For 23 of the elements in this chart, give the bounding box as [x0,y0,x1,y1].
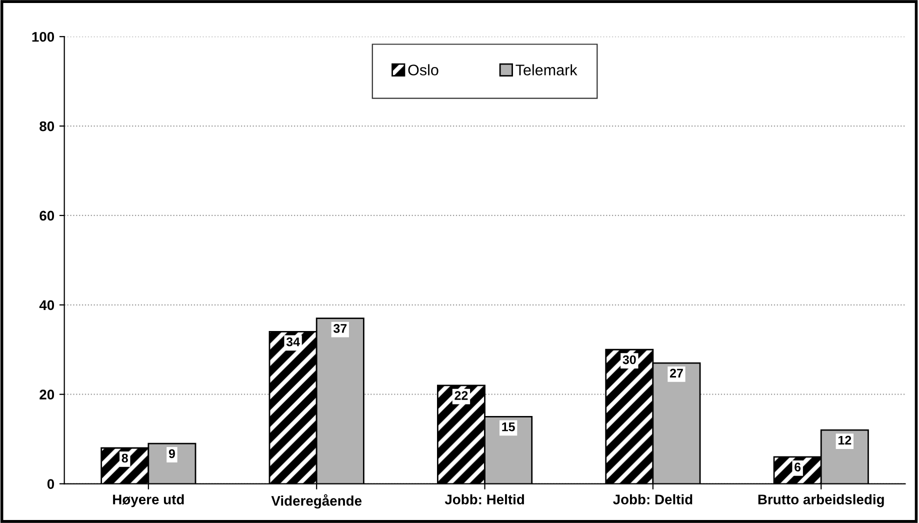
data-label: 12 [838,436,852,445]
x-tick-label: Jobb: Deltid [613,494,692,504]
y-tick-label: 20 [40,390,54,400]
y-tick-label: 100 [32,32,54,42]
x-tick-label: Høyere utd [113,494,184,508]
data-label: 30 [622,355,636,364]
x-tick-label: Jobb: Heltid [444,494,524,504]
y-tick-label: 60 [40,210,54,221]
y-tick-label: 40 [39,300,54,310]
data-label: 27 [670,368,683,378]
x-tick-label: Videregående [271,494,362,509]
data-label: 37 [333,324,347,333]
data-label: 9 [168,449,175,458]
data-label: 22 [454,391,468,400]
y-tick-label: 80 [40,121,54,132]
y-tick-label: 0 [47,479,54,489]
data-label: 6 [794,462,801,472]
legend-label: Oslo [408,64,438,76]
data-label: 15 [502,422,515,432]
data-label: 8 [122,454,128,463]
x-tick-label: Brutto arbeidsledig [758,494,884,508]
data-label: 34 [286,337,300,346]
legend-label: Telemark [516,64,578,76]
